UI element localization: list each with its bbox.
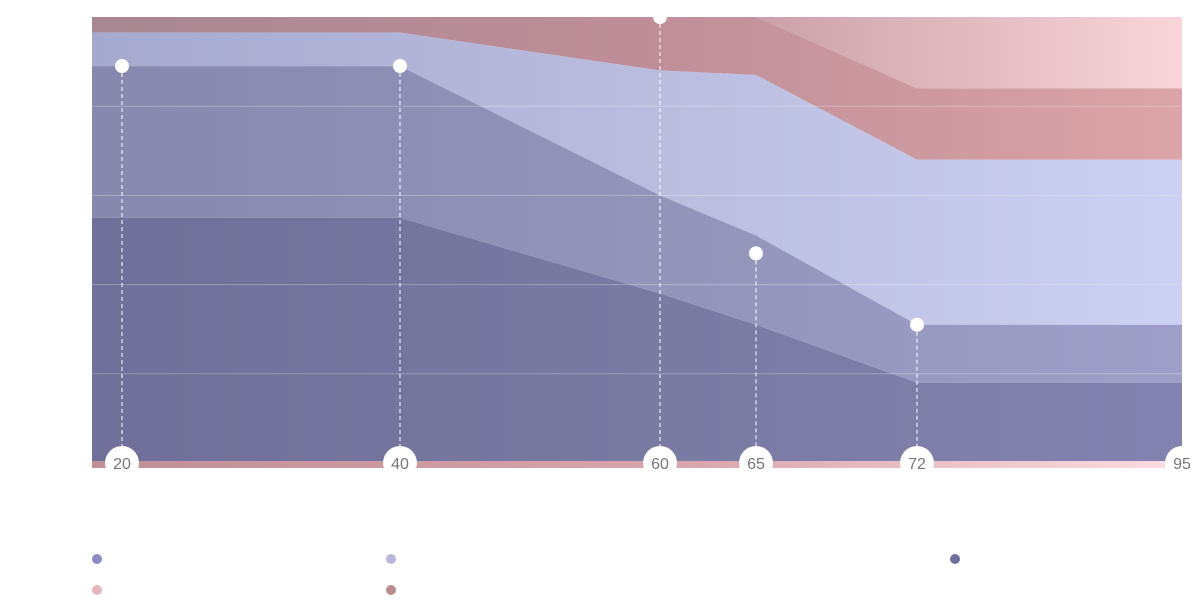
- x-tick-label: 20: [113, 456, 131, 473]
- area-series-5: [92, 17, 1182, 89]
- x-tick-label: 60: [651, 456, 669, 473]
- x-tick-badge: [1165, 446, 1199, 480]
- data-point-marker: [115, 59, 129, 74]
- area-series-2: [92, 66, 1182, 383]
- x-tick-badge: [105, 446, 139, 480]
- area-series-1: [92, 217, 1182, 463]
- legend-item: [950, 552, 968, 566]
- data-point-marker: [910, 317, 924, 332]
- x-tick-label: 40: [391, 456, 409, 473]
- legend-item: [92, 583, 110, 597]
- x-tick-badge: [900, 446, 934, 480]
- legend-swatch: [92, 554, 102, 564]
- marker-group: [115, 10, 924, 332]
- x-axis-base-band-rect: [92, 461, 1182, 468]
- legend-item: [386, 583, 404, 597]
- data-point-marker: [749, 246, 763, 261]
- data-point-marker: [653, 10, 667, 24]
- x-tick-badge: [739, 446, 773, 480]
- area-series-4: [92, 17, 1182, 160]
- legend-item: [386, 552, 404, 566]
- legend-swatch: [386, 554, 396, 564]
- x-tick-label: 72: [908, 456, 926, 473]
- x-axis-ticks: 20 40 60 65 72 95: [105, 446, 1199, 480]
- x-axis-base-band: [92, 461, 1182, 468]
- legend-swatch: [92, 585, 102, 595]
- area-series-3: [92, 32, 1182, 325]
- x-tick-badge: [383, 446, 417, 480]
- data-point-marker: [393, 59, 407, 74]
- x-tick-label: 65: [747, 456, 765, 473]
- area-series-group: [92, 17, 1182, 463]
- legend-swatch: [950, 554, 960, 564]
- x-tick-label: 95: [1173, 456, 1191, 473]
- legend-swatch: [386, 585, 396, 595]
- grid-lines: [92, 105, 1182, 375]
- drop-lines: [121, 17, 918, 463]
- x-tick-badge: [643, 446, 677, 480]
- legend-item: [92, 552, 110, 566]
